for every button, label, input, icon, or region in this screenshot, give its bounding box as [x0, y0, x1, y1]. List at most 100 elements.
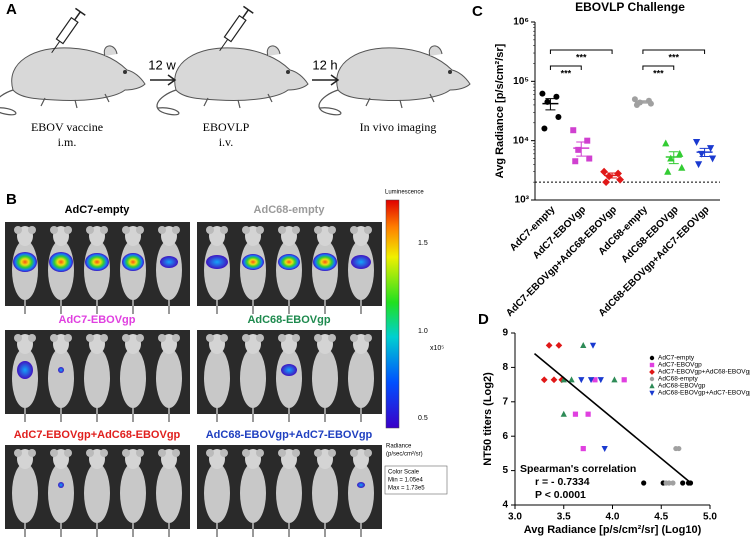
significance-bracket	[642, 65, 675, 70]
point	[662, 139, 670, 147]
mouse-icon	[318, 45, 471, 116]
error-bar	[668, 151, 679, 165]
step-name: In vivo imaging	[360, 120, 437, 134]
signal	[281, 364, 297, 376]
x-tick-label: 3.0	[508, 512, 522, 523]
panel-label: A	[6, 1, 17, 18]
y-tick-label: 10⁵	[513, 76, 529, 87]
step-name: EBOVLP	[203, 120, 250, 134]
group-title: AdC7-empty	[65, 204, 131, 216]
legend-marker	[649, 369, 655, 375]
scale-box	[384, 465, 448, 495]
point	[545, 342, 553, 349]
x-tick-label: 5.0	[703, 512, 717, 523]
x-tick-label: 4.0	[606, 512, 620, 523]
significance-label: ***	[576, 52, 587, 62]
significance-bracket	[549, 49, 613, 54]
point	[600, 167, 608, 176]
signal	[313, 253, 337, 271]
y-tick-label: 10³	[515, 195, 530, 206]
x-axis-label: Avg Radiance [p/s/cm²/sr] (Log10)	[524, 524, 702, 536]
error-bar	[576, 141, 587, 157]
interval: 12 w	[148, 57, 176, 72]
point	[708, 155, 717, 163]
signal	[206, 255, 228, 269]
point	[676, 445, 682, 452]
point	[580, 445, 586, 452]
point	[555, 114, 562, 121]
signal	[278, 254, 300, 270]
signal	[122, 253, 144, 271]
legend-label: AdC7-EBOVgp+AdC68-EBOVgp	[658, 369, 750, 376]
point	[555, 342, 563, 349]
y-tick-label: 6	[502, 431, 508, 442]
point	[667, 154, 675, 162]
y-axis-label: Avg Radiance [p/s/cm²/sr]	[494, 43, 506, 178]
point	[568, 376, 575, 383]
colorbar-tick: 1.5	[418, 240, 428, 247]
arrow	[312, 74, 340, 86]
signal	[58, 482, 64, 488]
y-tick-label: 10⁶	[513, 17, 529, 28]
signal	[357, 482, 365, 488]
legend-marker	[649, 383, 655, 389]
point	[680, 480, 686, 486]
point	[572, 411, 579, 417]
point	[666, 480, 672, 486]
point	[631, 96, 638, 103]
point	[676, 149, 684, 157]
significance-label: ***	[668, 52, 679, 62]
syringe-icon	[218, 5, 255, 52]
legend-label: AdC68-EBOVgp+AdC7-EBOVgp	[658, 390, 750, 397]
point	[678, 163, 686, 171]
colorbar-tick: 0.5	[418, 415, 428, 422]
significance-label: ***	[561, 68, 572, 78]
unit-title: Radiance	[386, 444, 412, 450]
point	[611, 376, 618, 383]
legend-marker	[649, 376, 655, 382]
legend-label: AdC7-EBOVgp	[658, 362, 702, 369]
point	[572, 158, 579, 165]
point	[580, 342, 587, 348]
y-tick-label: 8	[502, 362, 508, 373]
point	[584, 137, 591, 144]
y-tick-label: 9	[502, 328, 508, 339]
signal	[17, 361, 33, 379]
annotation: r = - 0.7334	[535, 476, 590, 488]
group-title: AdC7-EBOVgp	[59, 314, 136, 326]
interval: 12 h	[312, 57, 337, 72]
y-tick-label: 10⁴	[513, 135, 529, 146]
scale-min: Min = 1.05e4	[388, 478, 424, 484]
legend-marker	[649, 355, 655, 361]
mouse-icon	[0, 45, 146, 116]
scale-max: Max = 1.73e5	[388, 486, 425, 492]
signal	[85, 253, 109, 271]
error-bar	[637, 100, 648, 104]
point	[540, 376, 548, 384]
error-bar	[607, 172, 618, 179]
legend-marker	[649, 362, 655, 368]
significance-bracket	[642, 49, 706, 54]
point	[585, 411, 591, 417]
panel-b: B Luminescence 1.5 1.0 0.5 x10⁵ Radiance…	[5, 190, 448, 538]
colorbar	[385, 199, 400, 429]
x-tick-label: AdC7-EBOVgp	[531, 204, 588, 261]
point	[587, 377, 595, 384]
y-axis-label: NT50 titers (Log2)	[482, 372, 494, 466]
legend-label: AdC68-EBOVgp	[658, 383, 706, 390]
mouse-icon	[156, 45, 309, 116]
step-name: EBOV vaccine	[31, 120, 103, 134]
panel-label: D	[478, 311, 489, 328]
group-title: AdC68-EBOVgp+AdC7-EBOVgp	[206, 429, 373, 441]
chart-title: EBOVLP Challenge	[575, 0, 685, 14]
x-tick-label: AdC7-EBOVgp+AdC68-EBOVgp	[504, 204, 619, 319]
point	[641, 480, 647, 486]
point	[578, 377, 585, 384]
significance-label: ***	[653, 68, 664, 78]
point	[560, 410, 567, 417]
annotation: P < 0.0001	[535, 489, 586, 501]
point	[570, 127, 577, 134]
signal	[160, 256, 178, 268]
step-route: i.m.	[58, 135, 77, 149]
